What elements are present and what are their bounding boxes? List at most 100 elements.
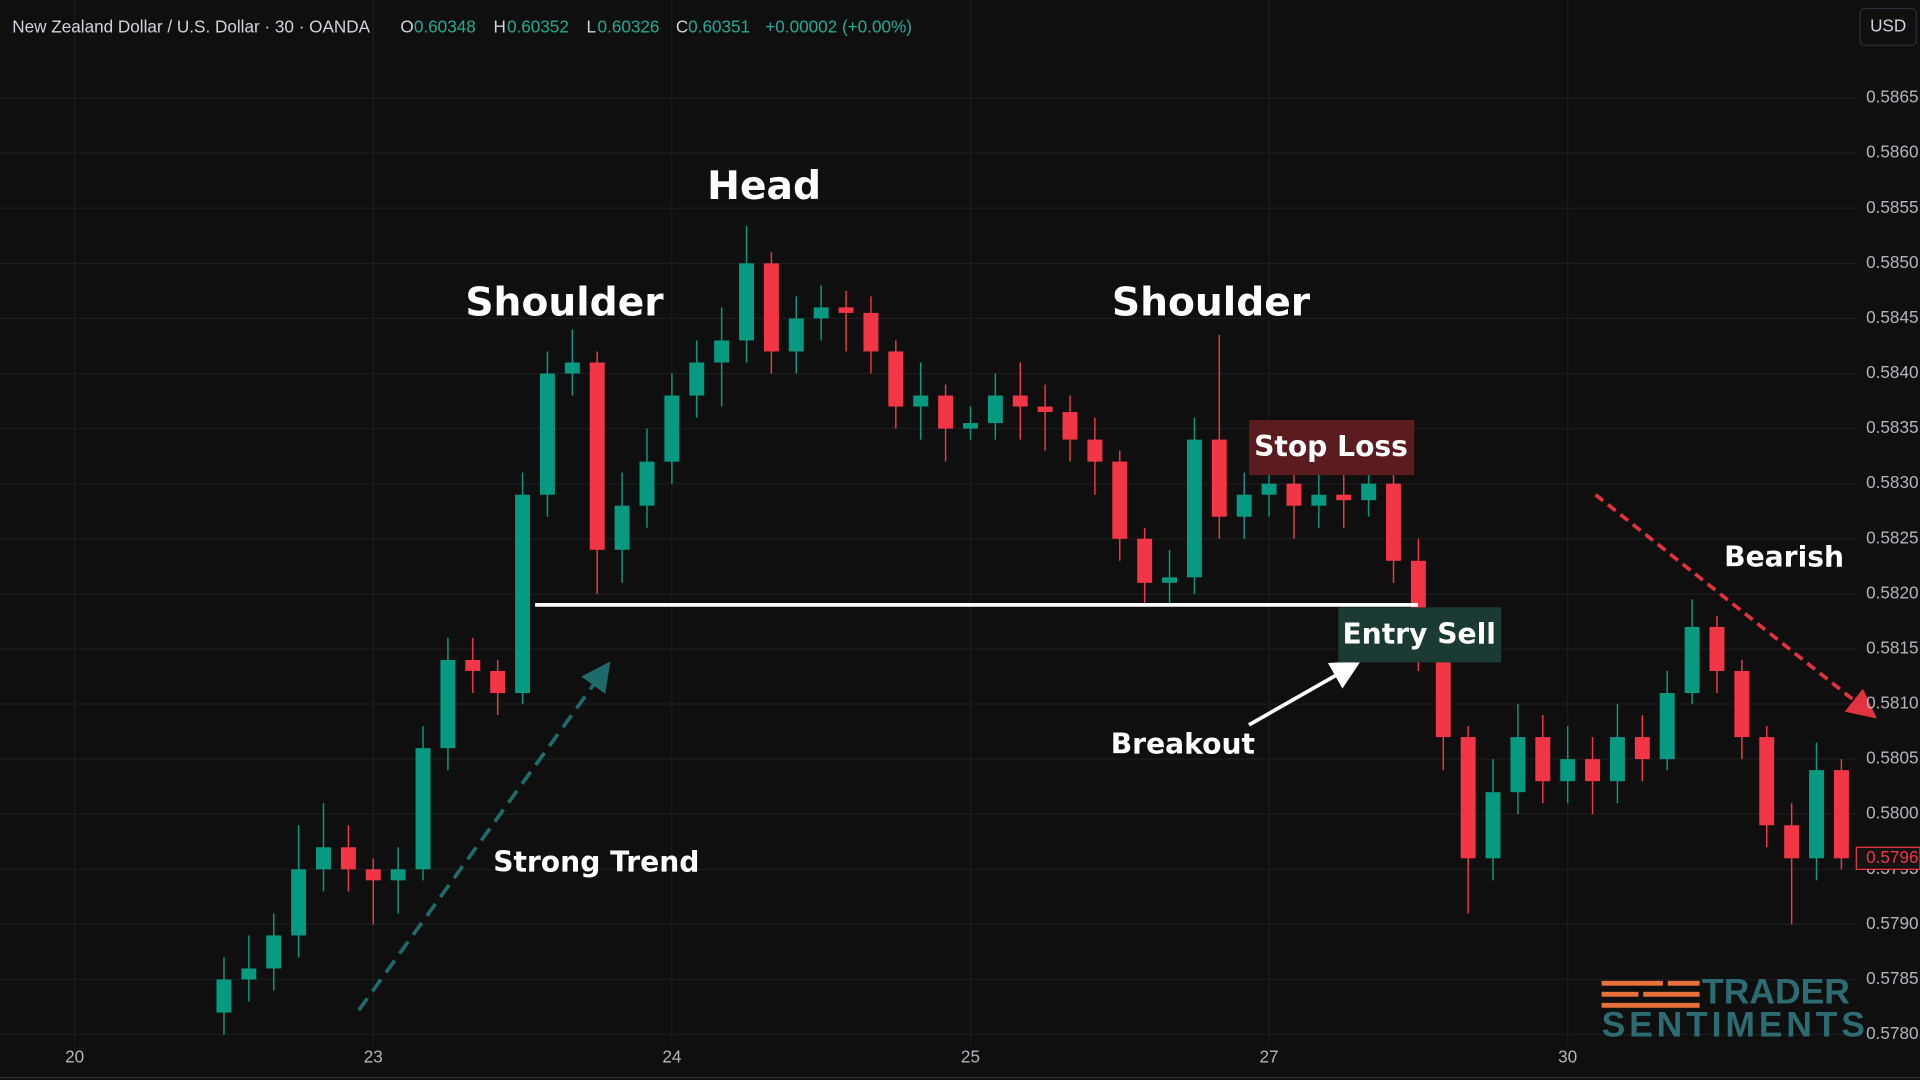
candle-body	[515, 494, 531, 694]
candle-body	[639, 461, 655, 506]
candle-body	[1186, 439, 1202, 578]
candle-body	[1535, 737, 1551, 782]
stop-loss-box	[1248, 420, 1415, 476]
candle-body	[589, 362, 605, 550]
candle-body	[1659, 693, 1675, 760]
annotation: Head	[707, 164, 821, 209]
candle-body	[664, 395, 680, 462]
trend-arrow	[357, 661, 611, 1012]
candle-body	[340, 847, 356, 870]
candle-body	[938, 395, 954, 429]
y-tick-label: 0.5820	[1866, 582, 1918, 602]
change: +0.00002 (+0.00%)	[765, 17, 912, 37]
annotation: Bearish	[1724, 540, 1844, 573]
y-tick-label: 0.5790	[1866, 913, 1918, 933]
y-tick-label: 0.5800	[1866, 803, 1918, 823]
candle-body	[266, 935, 282, 969]
candle-body	[440, 659, 456, 749]
ohlc-value: 0.60326	[598, 17, 660, 37]
annotation: Entry Sell	[1342, 618, 1495, 651]
y-tick-label: 0.5785	[1866, 968, 1918, 988]
candle-body	[1211, 439, 1227, 517]
candle-body	[763, 263, 779, 352]
candle-body	[1037, 406, 1053, 413]
ohlc-label: L	[587, 17, 597, 37]
ohlc-value: 0.60348	[414, 17, 476, 37]
y-tick-label: 0.5810	[1866, 693, 1918, 713]
x-tick-label: 23	[364, 1046, 383, 1066]
annotation: Stop Loss	[1254, 430, 1408, 463]
axes: 0.5865 0.5860 0.5855 0.5850 0.5845 0.5840 0.58…	[0, 87, 1920, 1079]
candle-body	[614, 505, 630, 550]
candle-body	[1609, 737, 1625, 782]
candle-body	[714, 340, 730, 363]
annotation: Shoulder	[1112, 280, 1311, 325]
currency-button[interactable]	[1859, 7, 1917, 46]
candle-body	[1684, 626, 1700, 694]
candle-body	[390, 869, 406, 881]
candle-body	[739, 263, 754, 341]
candle-body	[1386, 483, 1401, 561]
candle-body	[1560, 759, 1576, 782]
y-tick-label: 0.5850	[1866, 252, 1918, 272]
y-tick-label: 0.5835	[1866, 417, 1918, 437]
candle-body	[813, 307, 829, 319]
candle-body	[888, 351, 904, 407]
y-tick-label: 0.5780	[1866, 1023, 1918, 1043]
annotation: Shoulder	[465, 280, 664, 325]
y-tick-label: 0.5805	[1866, 748, 1918, 768]
candle-body	[490, 670, 506, 694]
candle-body	[788, 318, 804, 352]
logo-text: SENTIMENTS	[1602, 1005, 1865, 1045]
candle-body	[1137, 538, 1153, 583]
ohlc-label: H	[493, 17, 505, 37]
candle-body	[365, 869, 381, 881]
ohlc-value: 0.60352	[507, 17, 569, 37]
candle-body	[291, 869, 307, 936]
candle-body	[415, 748, 431, 870]
y-tick-label: 0.5825	[1866, 527, 1918, 547]
bearish-arrow	[1594, 493, 1877, 719]
last-price-box	[1855, 846, 1920, 870]
candle-body	[1087, 439, 1103, 462]
candle-body	[1759, 737, 1775, 826]
entry-box	[1338, 607, 1502, 663]
y-tick-label: 0.5855	[1866, 197, 1918, 217]
x-tick-label: 27	[1260, 1046, 1279, 1066]
candle-body	[1585, 759, 1601, 782]
candle-body	[1062, 412, 1078, 440]
breakout-arrow	[1248, 661, 1361, 727]
candle-body	[1012, 395, 1028, 407]
candle-body	[465, 659, 481, 671]
candle-body	[1112, 461, 1128, 539]
candle-body	[1510, 737, 1526, 793]
last-price-label: 0.5796	[1866, 847, 1918, 867]
annotation: Strong Trend	[493, 845, 699, 878]
candle-body	[1162, 577, 1178, 583]
ohlc-label: O	[400, 17, 413, 37]
candle-body	[1311, 494, 1327, 506]
candles	[216, 225, 1849, 1035]
ohlc-value: 0.60351	[688, 17, 750, 37]
symbol: New Zealand Dollar / U.S. Dollar · 30 · …	[12, 17, 370, 37]
candle-body	[913, 395, 929, 407]
x-tick-label: 20	[65, 1046, 84, 1066]
annotation: Breakout	[1111, 728, 1255, 761]
candle-body	[1261, 483, 1277, 495]
candle-body	[863, 312, 879, 352]
candle-body	[1709, 626, 1725, 671]
candle-body	[539, 373, 555, 495]
candle-body	[241, 968, 257, 980]
overlay: Head Shoulder Shoulder Stop Loss Entry S…	[357, 164, 1877, 1045]
candle-body	[963, 423, 978, 429]
x-tick-label: 30	[1558, 1046, 1577, 1066]
candle-body	[987, 395, 1003, 424]
candle-body	[1336, 494, 1352, 501]
y-tick-label: 0.5840	[1866, 362, 1918, 382]
candle-body	[838, 307, 854, 313]
logo: TRADER SENTIMENTS	[1601, 972, 1865, 1045]
candle-body	[216, 979, 232, 1013]
currency[interactable]: USD	[1870, 15, 1906, 35]
candle-body	[316, 847, 331, 870]
